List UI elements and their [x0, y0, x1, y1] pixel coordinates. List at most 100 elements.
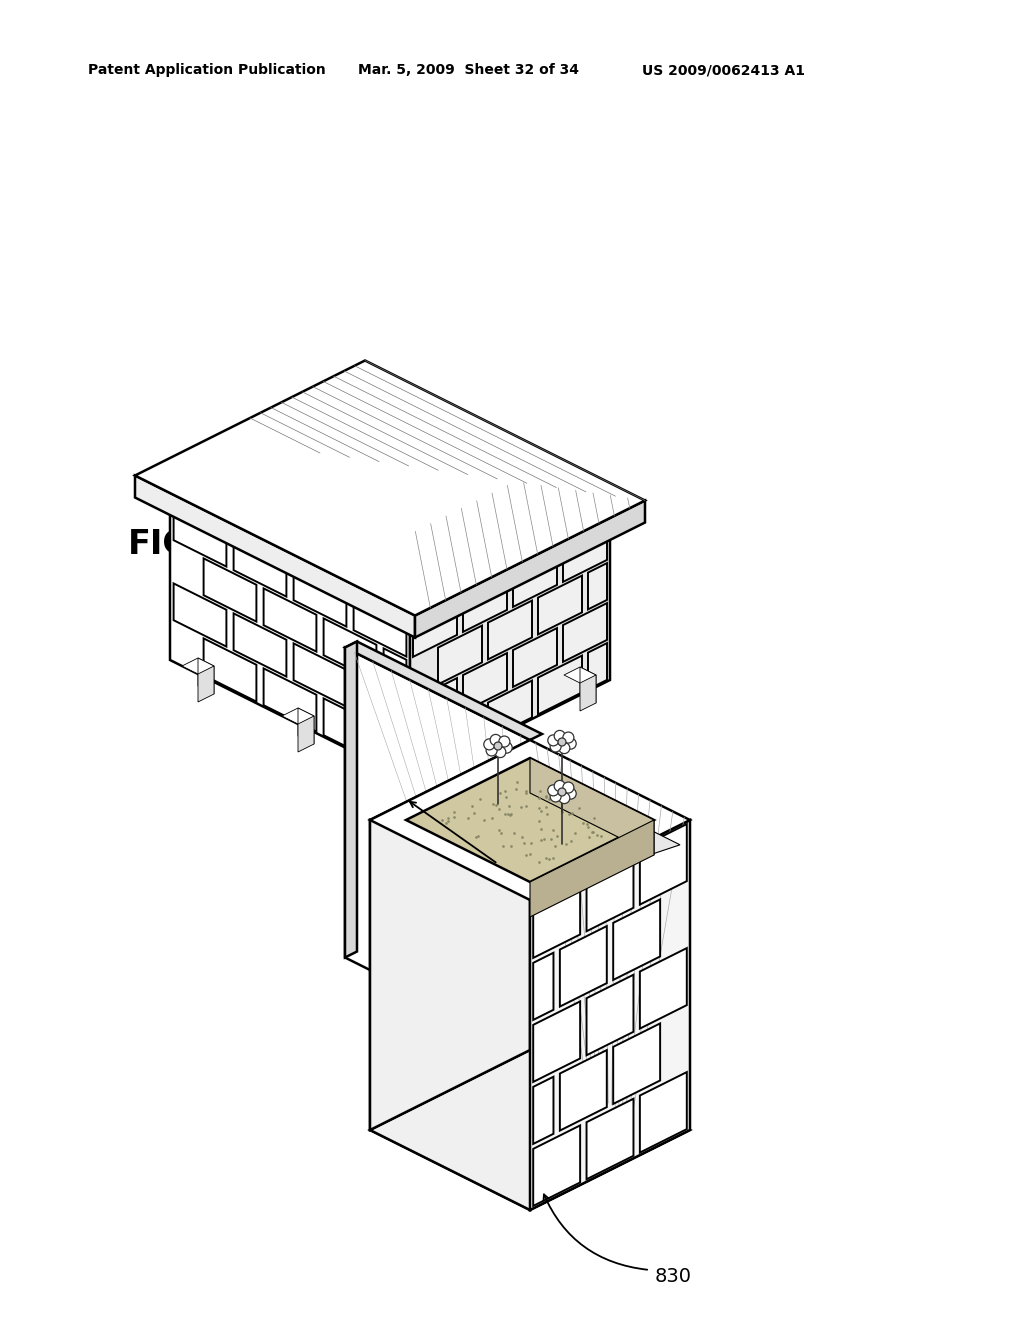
Polygon shape	[324, 698, 377, 762]
Polygon shape	[588, 643, 607, 689]
Circle shape	[554, 780, 565, 792]
Polygon shape	[588, 564, 607, 610]
Circle shape	[490, 734, 501, 746]
Circle shape	[559, 743, 569, 754]
Polygon shape	[370, 741, 690, 900]
Polygon shape	[174, 503, 226, 566]
Polygon shape	[538, 576, 582, 635]
Polygon shape	[345, 642, 357, 957]
Polygon shape	[530, 820, 654, 917]
Polygon shape	[370, 741, 530, 1130]
Circle shape	[548, 735, 559, 746]
Polygon shape	[294, 643, 346, 706]
Circle shape	[550, 791, 561, 803]
Polygon shape	[438, 626, 482, 684]
Text: US 2009/0062413 A1: US 2009/0062413 A1	[642, 63, 805, 77]
Circle shape	[483, 739, 495, 750]
Polygon shape	[135, 360, 645, 615]
Polygon shape	[640, 824, 687, 904]
Polygon shape	[560, 927, 607, 1007]
Polygon shape	[345, 642, 542, 741]
Text: 830: 830	[655, 1266, 692, 1286]
Text: 820: 820	[506, 862, 543, 882]
Polygon shape	[488, 681, 532, 739]
Polygon shape	[587, 851, 634, 931]
Circle shape	[486, 744, 497, 756]
Circle shape	[558, 788, 566, 796]
Polygon shape	[580, 667, 596, 704]
Polygon shape	[182, 657, 214, 675]
Text: Mar. 5, 2009  Sheet 32 of 34: Mar. 5, 2009 Sheet 32 of 34	[358, 63, 579, 77]
Polygon shape	[560, 1051, 607, 1131]
Polygon shape	[204, 558, 256, 622]
Polygon shape	[530, 770, 680, 890]
Polygon shape	[564, 667, 596, 682]
Polygon shape	[530, 758, 654, 855]
Polygon shape	[398, 758, 414, 795]
Polygon shape	[382, 758, 414, 774]
Polygon shape	[135, 475, 415, 638]
Polygon shape	[410, 520, 610, 780]
Polygon shape	[463, 653, 507, 711]
Polygon shape	[263, 589, 316, 652]
Polygon shape	[563, 523, 607, 582]
Text: FIG–87: FIG–87	[517, 1109, 643, 1142]
Circle shape	[501, 742, 512, 754]
Polygon shape	[534, 878, 581, 958]
Polygon shape	[613, 1023, 660, 1104]
Polygon shape	[534, 1002, 581, 1082]
Polygon shape	[198, 667, 214, 702]
Polygon shape	[204, 639, 256, 702]
Circle shape	[558, 738, 566, 746]
Circle shape	[495, 747, 506, 758]
Polygon shape	[174, 583, 226, 647]
Polygon shape	[640, 948, 687, 1028]
Polygon shape	[413, 598, 457, 657]
Polygon shape	[298, 715, 314, 752]
Polygon shape	[415, 500, 645, 638]
Circle shape	[565, 738, 577, 750]
Polygon shape	[370, 1049, 690, 1210]
Polygon shape	[170, 500, 410, 780]
Polygon shape	[563, 603, 607, 661]
Polygon shape	[345, 648, 530, 1049]
Circle shape	[559, 792, 569, 804]
Polygon shape	[263, 668, 316, 731]
Polygon shape	[488, 601, 532, 660]
Polygon shape	[298, 708, 314, 744]
Polygon shape	[463, 573, 507, 632]
Polygon shape	[538, 656, 582, 714]
Polygon shape	[534, 1077, 553, 1144]
Polygon shape	[294, 564, 346, 627]
Circle shape	[565, 788, 577, 799]
Polygon shape	[534, 953, 553, 1020]
Polygon shape	[413, 678, 457, 737]
Polygon shape	[534, 1126, 581, 1206]
Polygon shape	[587, 1098, 634, 1179]
Polygon shape	[370, 820, 530, 1210]
Polygon shape	[233, 614, 287, 677]
Polygon shape	[613, 899, 660, 979]
Text: FIG–86: FIG–86	[128, 528, 254, 561]
Polygon shape	[324, 618, 377, 681]
Polygon shape	[513, 628, 557, 686]
Circle shape	[550, 741, 561, 752]
Polygon shape	[353, 594, 407, 656]
Polygon shape	[282, 708, 314, 723]
Polygon shape	[580, 675, 596, 711]
Circle shape	[554, 730, 565, 742]
Polygon shape	[530, 820, 690, 1210]
Polygon shape	[398, 766, 414, 803]
Polygon shape	[438, 706, 482, 764]
Polygon shape	[353, 673, 407, 737]
Circle shape	[563, 733, 573, 743]
Polygon shape	[233, 533, 287, 597]
Text: Patent Application Publication: Patent Application Publication	[88, 63, 326, 77]
Polygon shape	[384, 729, 407, 776]
Polygon shape	[406, 758, 654, 882]
Circle shape	[563, 781, 573, 793]
Circle shape	[499, 737, 510, 747]
Polygon shape	[587, 974, 634, 1055]
Polygon shape	[513, 548, 557, 607]
Circle shape	[548, 785, 559, 796]
